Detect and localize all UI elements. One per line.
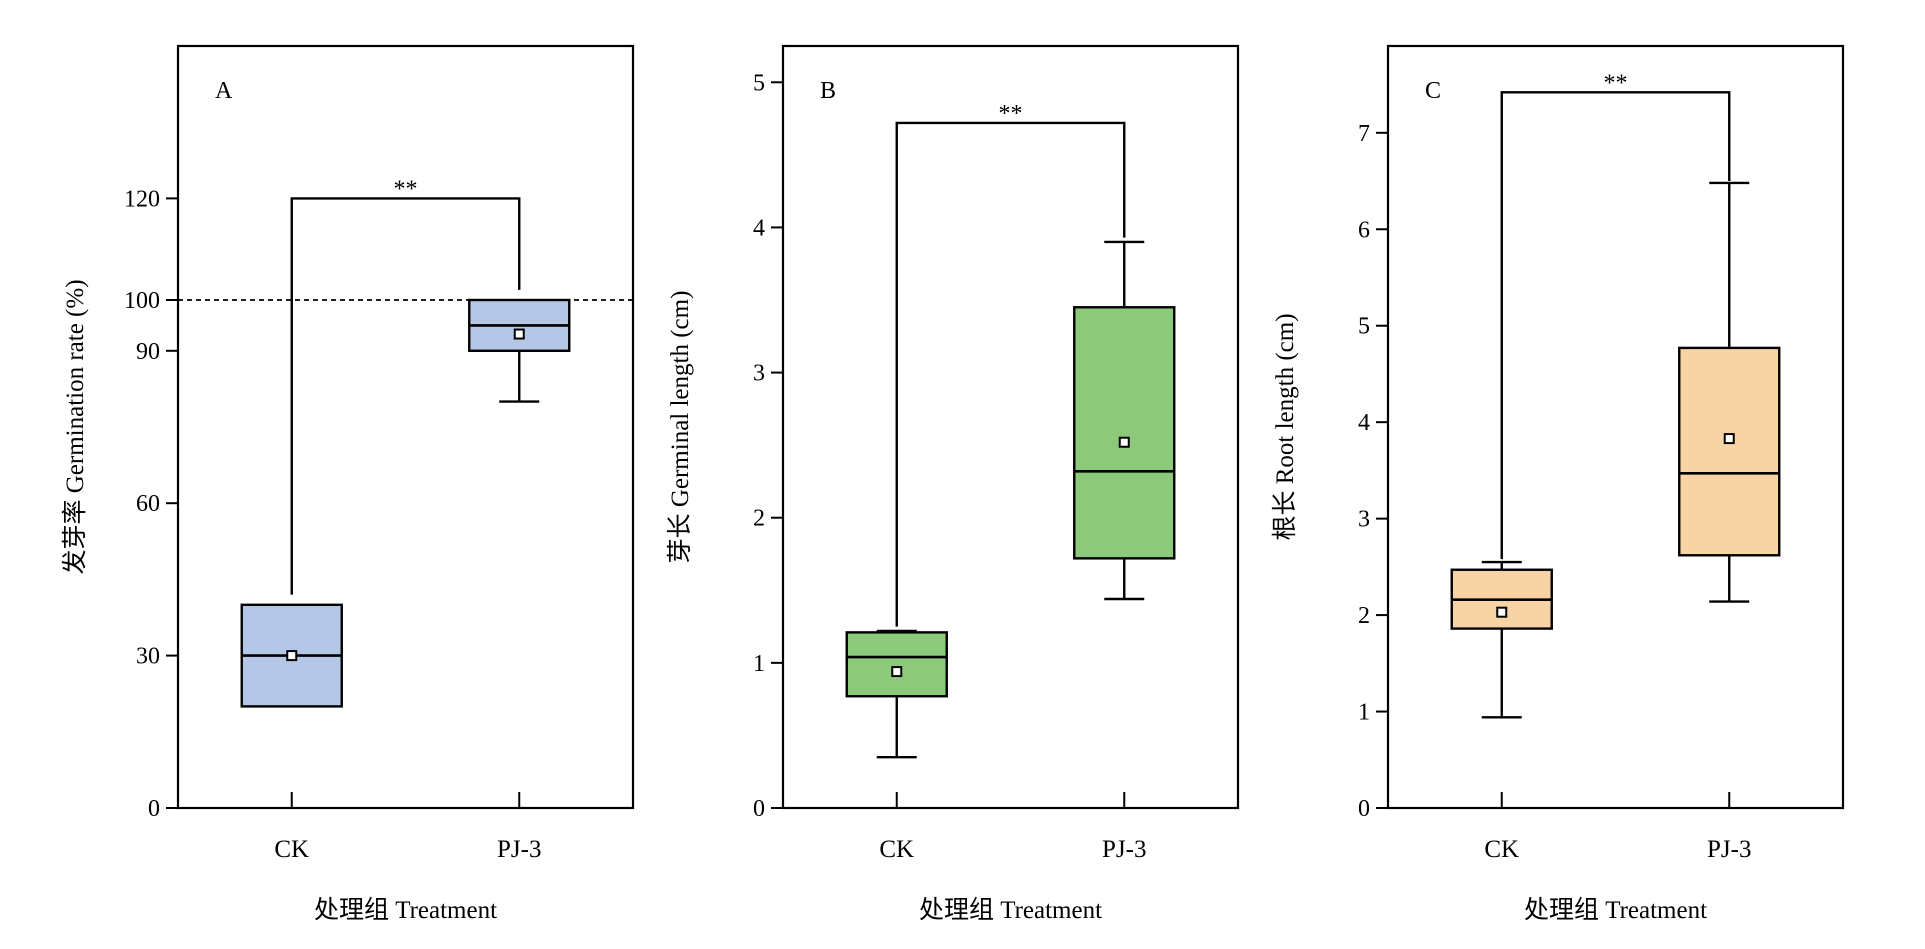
x-tick-label: CK [274, 836, 309, 863]
plot-frame [1386, 44, 1845, 810]
significance-label: ** [999, 101, 1023, 127]
y-tick-label: 4 [1358, 410, 1370, 436]
significance-bracket [290, 197, 521, 595]
panel-c: 0 1 2 3 4 5 6 7 CK PJ-3 ** C 处理组 Treatment 根长 Root le… [1271, 44, 1845, 924]
significance-label: ** [1604, 70, 1628, 96]
panel-letter: C [1425, 78, 1441, 104]
y-axis-title: 发芽率 Germination rate (%) [61, 279, 89, 574]
box-pj-3 [1073, 306, 1176, 560]
plot-frame [781, 44, 1240, 810]
mean-marker [1496, 606, 1508, 618]
y-tick-label: 0 [148, 796, 160, 822]
x-axis-title: 处理组 Treatment [314, 896, 497, 924]
y-tick-label: 90 [136, 339, 160, 365]
mean-marker [1118, 436, 1130, 448]
y-tick-label: 2 [1358, 603, 1370, 629]
mean-marker [513, 328, 525, 340]
y-axis-title: 根长 Root length (cm) [1271, 313, 1299, 540]
mean-marker [286, 650, 298, 662]
y-tick-label: 3 [1358, 507, 1370, 533]
y-tick-label: 5 [1358, 314, 1370, 340]
x-axis-title: 处理组 Treatment [919, 896, 1102, 924]
y-tick-label: 5 [753, 70, 765, 96]
significance-bracket [895, 121, 1126, 627]
x-tick-label: CK [879, 836, 914, 863]
box-pj-3 [1678, 346, 1781, 557]
panel-a: 0 30 60 90 100 120 CK PJ-3 ** A 处理组 Treatment 发芽率 G… [61, 44, 635, 924]
significance-label: ** [394, 176, 418, 202]
y-tick-label: 4 [753, 215, 765, 241]
y-tick-label: 30 [136, 644, 160, 670]
significance-bracket [1500, 91, 1731, 560]
panel-letter: A [215, 78, 233, 104]
panel-b: 0 1 2 3 4 5 CK PJ-3 ** B 处理组 Treatment 芽长 Germinal … [666, 44, 1240, 924]
y-tick-label: 0 [1358, 796, 1370, 822]
y-tick-label: 0 [753, 796, 765, 822]
y-tick-label: 2 [753, 506, 765, 532]
y-tick-label: 60 [136, 491, 160, 517]
x-tick-label: PJ-3 [1102, 836, 1146, 863]
y-tick-label: 7 [1358, 121, 1370, 147]
mean-marker [891, 666, 903, 678]
y-tick-label: 120 [124, 186, 160, 212]
box-ck [845, 631, 948, 698]
y-tick-label: 6 [1358, 217, 1370, 243]
panel-letter: B [820, 78, 836, 104]
y-tick-label: 3 [753, 361, 765, 387]
x-axis-title: 处理组 Treatment [1524, 896, 1707, 924]
x-tick-label: CK [1484, 836, 1519, 863]
x-tick-label: PJ-3 [497, 836, 541, 863]
mean-marker [1723, 433, 1735, 445]
plot-frame [176, 44, 635, 810]
y-tick-label: 1 [1358, 700, 1370, 726]
y-tick-label: 100 [124, 288, 160, 314]
y-axis-title: 芽长 Germinal length (cm) [666, 291, 694, 564]
y-tick-label: 1 [753, 651, 765, 677]
x-tick-label: PJ-3 [1707, 836, 1751, 863]
